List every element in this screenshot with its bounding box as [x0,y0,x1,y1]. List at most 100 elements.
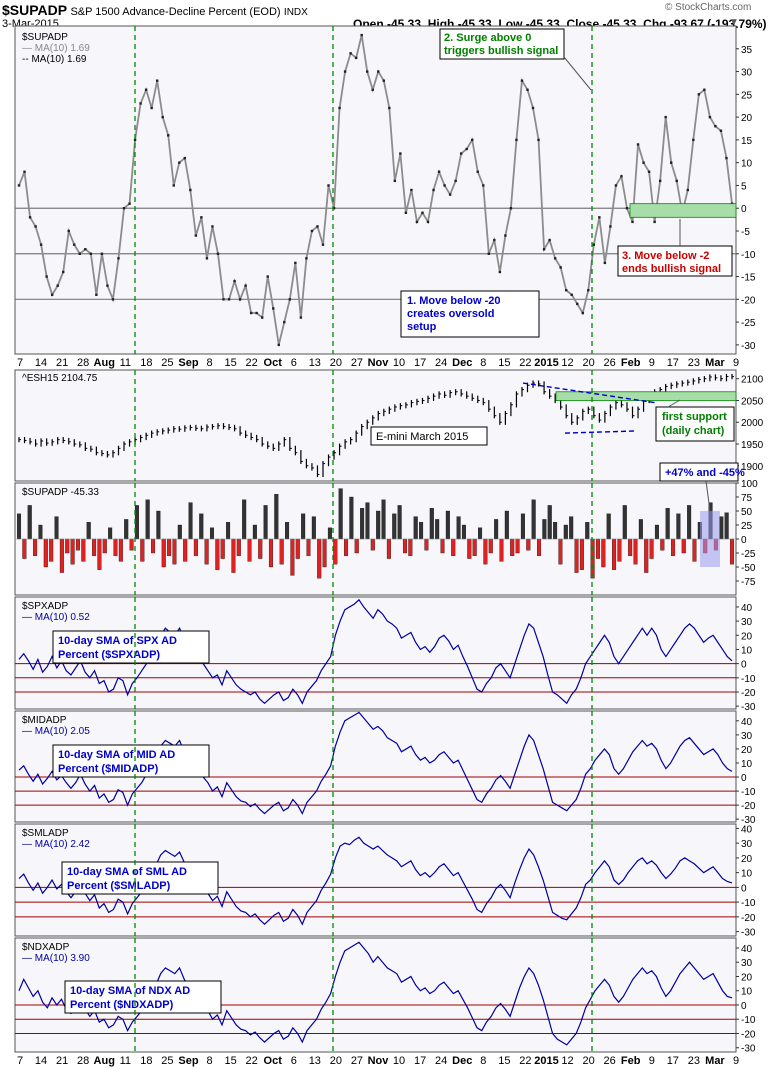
note1-text: setup [407,321,437,333]
x-tick-label-bottom: 22 [519,1055,531,1067]
histogram-bar [177,524,182,540]
x-tick-label-bottom: 10 [393,1055,405,1067]
x-tick-label-bottom: 2015 [534,1055,558,1067]
histogram-bar [129,538,134,551]
histogram-bar [59,538,64,573]
supadp-point [255,311,258,315]
histogram-bar [188,502,193,540]
x-tick-label-bottom: Feb [621,1055,641,1067]
x-tick-label-bottom: 17 [667,1055,679,1067]
x-tick-label-top: 20 [582,357,594,369]
histogram-bar [365,502,370,540]
supadp-point [587,289,590,292]
supadp-point [305,257,308,260]
histogram-bar [676,513,681,540]
histogram-bar [601,538,606,568]
sml_note-box: 10-day SMA of SML AD Percent ($SMLADP) [61,861,219,895]
histogram-bar [49,538,54,562]
histogram-bar [660,538,665,551]
histogram-bar [311,516,316,540]
trendline-upper [522,382,656,404]
histogram-bar [204,538,209,565]
pct-note-box: +47% and -45% [659,462,745,482]
y-tick-label-2: 50 [741,507,753,518]
histogram-bar [440,538,445,554]
supadp-point [614,184,618,187]
histogram-bar [279,538,284,565]
x-tick-label-top: Nov [368,357,390,369]
x-tick-label-top: 6 [291,357,297,369]
histogram-bar [92,538,97,556]
supadp-point [658,179,662,183]
supadp-point [725,156,728,160]
legend-ma: — MA(10) 2.05 [22,726,90,737]
supadp-point [636,143,640,146]
supadp-point [482,184,485,187]
y-tick-label-2: 0 [741,535,747,546]
histogram-bar [75,538,80,551]
supadp-point [404,211,408,214]
supadp-point [421,211,424,214]
histogram-bar [113,538,118,556]
x-tick-label-bottom: 6 [291,1055,297,1067]
histogram-bar [451,538,456,556]
x-tick-label-bottom: 12 [561,1055,573,1067]
histogram-bar [692,538,697,562]
y-tick-label-4: 40 [741,717,753,728]
supadp-point [122,207,126,210]
y-tick-label-0: -5 [741,227,750,238]
x-tick-label-bottom: 13 [309,1055,321,1067]
histogram-bar [606,513,611,540]
histogram-bar [285,522,290,540]
supadp-point [222,298,225,301]
histogram-bar [193,538,198,556]
es-legend: ^ESH15 2104.75 [22,373,98,384]
pct-pointer [705,480,711,512]
y-tick-label-0: -25 [741,318,756,329]
supadp-point [697,93,701,96]
histogram-bar [151,538,156,554]
histogram-bar [494,519,499,540]
support-frame [655,406,735,442]
x-tick-label-bottom: 14 [35,1055,47,1067]
chevron-down-icon[interactable]: ▼ [729,17,739,28]
x-tick-label-top: 27 [351,357,363,369]
smladp-line [18,836,733,926]
histogram-bar [124,519,129,540]
supadp-point [625,207,629,210]
x-tick-label-bottom: 15 [498,1055,510,1067]
support-text: (daily chart) [662,425,725,437]
emini-text: E-mini March 2015 [376,431,468,443]
histogram-bar [290,538,295,576]
x-tick-label-top: 8 [206,357,212,369]
histogram-bar [419,522,424,540]
y-tick-label-3: 30 [741,617,753,628]
histogram-bar [65,538,70,554]
x-tick-label-top: 20 [330,357,342,369]
x-tick-label-bottom: 21 [56,1055,68,1067]
supadp-point [410,188,413,192]
x-tick-label-bottom: 25 [161,1055,173,1067]
histogram-legend: $SUPADP -45.33 [22,487,99,498]
supadp-point [238,298,242,301]
histogram-bar [665,508,670,540]
supadp-point [570,293,573,296]
histogram-bar [681,538,686,554]
histogram-bar [504,510,509,540]
y-tick-label-0: 30 [741,68,753,79]
emini-label-box: E-mini March 2015 [370,426,488,446]
histogram-bar [456,516,461,540]
supadp-point [133,138,137,142]
note2-pointer [563,56,592,91]
header-symbol: $SUPADP [2,2,68,18]
histogram-bar [531,499,536,540]
x-tick-label-bottom: 15 [224,1055,236,1067]
y-tick-label-0: -15 [741,273,756,284]
supadp-point [471,138,474,142]
histogram-bar [397,505,402,540]
histogram-bar [628,538,633,556]
histogram-bar [102,538,107,554]
supadp-point [349,52,352,55]
